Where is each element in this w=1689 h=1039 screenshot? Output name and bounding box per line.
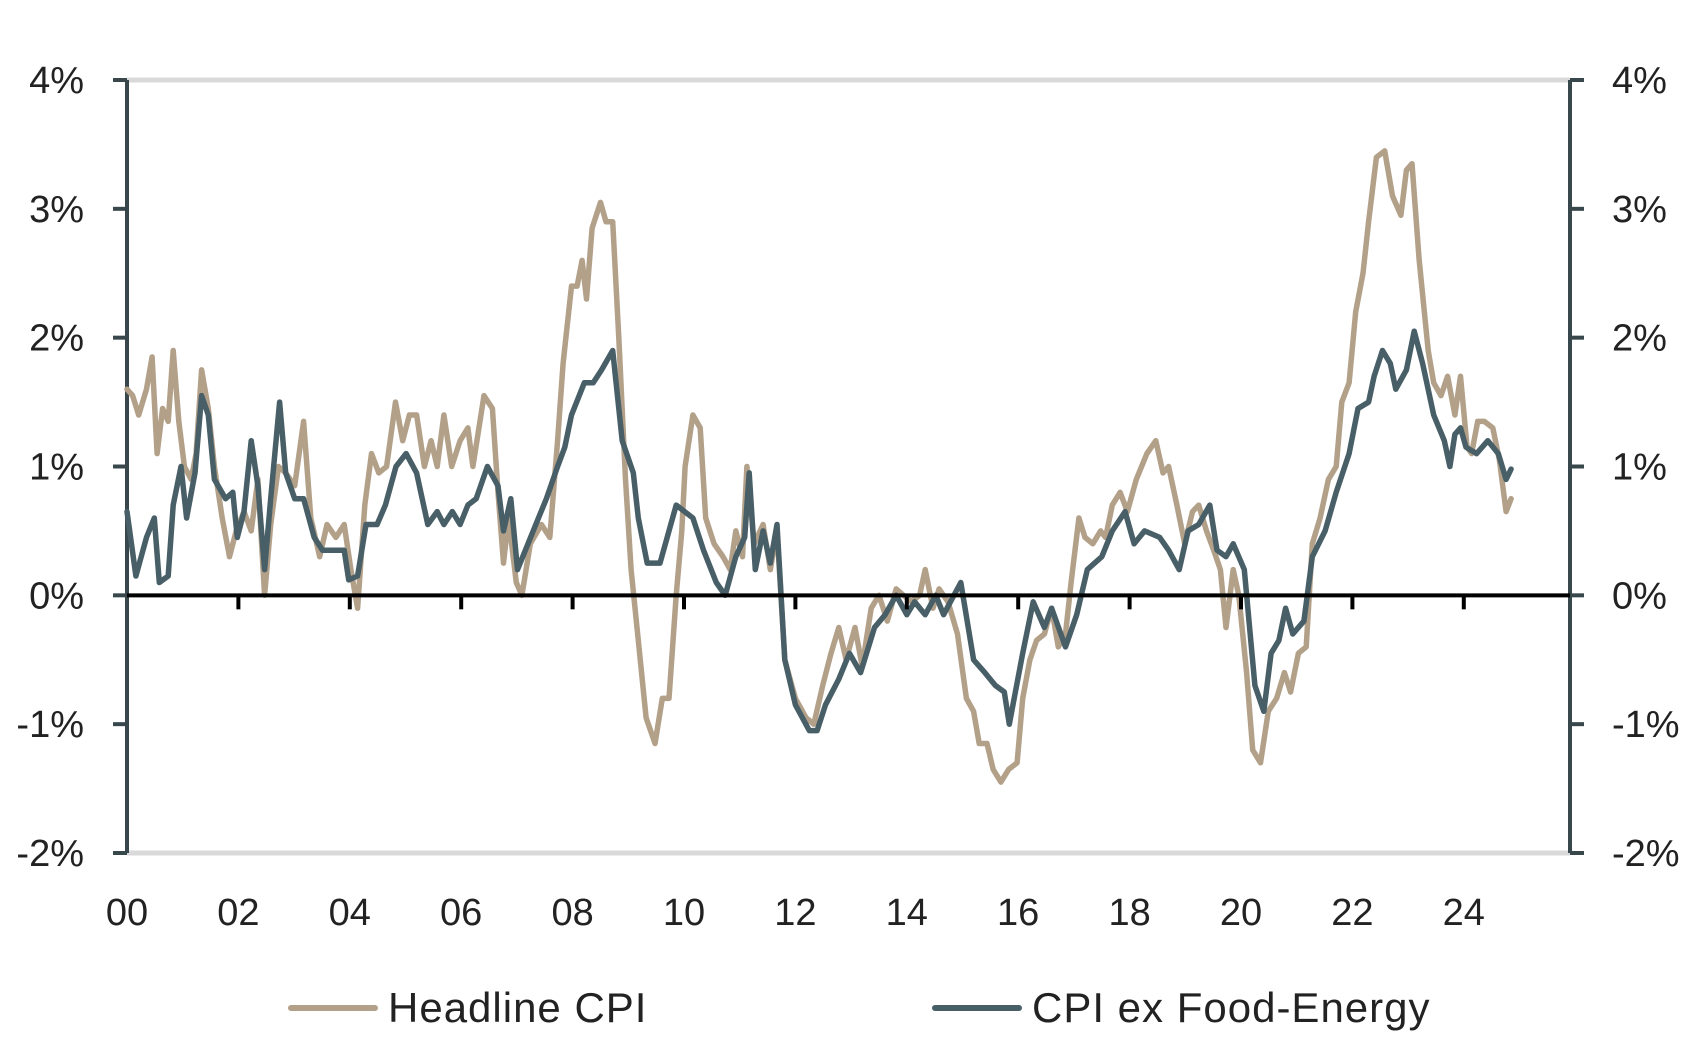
left-y-tick-label: -1% bbox=[16, 704, 84, 746]
right-y-tick-label: 4% bbox=[1612, 60, 1667, 102]
left-y-tick-label: 2% bbox=[29, 318, 84, 360]
x-tick-label: 20 bbox=[1220, 892, 1262, 934]
right-y-tick-label: -2% bbox=[1612, 833, 1680, 875]
x-tick-label: 12 bbox=[774, 892, 816, 934]
legend-swatch-core bbox=[932, 1005, 1022, 1011]
right-y-tick-label: 1% bbox=[1612, 447, 1667, 489]
x-tick-label: 06 bbox=[440, 892, 482, 934]
right-y-tick-label: 3% bbox=[1612, 189, 1667, 231]
x-tick-label: 10 bbox=[663, 892, 705, 934]
left-y-tick-label: -2% bbox=[16, 833, 84, 875]
x-tick-label: 04 bbox=[329, 892, 371, 934]
x-tick-label: 14 bbox=[886, 892, 928, 934]
x-tick-label: 08 bbox=[551, 892, 593, 934]
left-y-tick-label: 4% bbox=[29, 60, 84, 102]
x-tick-label: 22 bbox=[1331, 892, 1373, 934]
legend-item-core: CPI ex Food-Energy bbox=[932, 978, 1431, 1038]
x-tick-label: 18 bbox=[1108, 892, 1150, 934]
tick-labels: -2% -2% -1% -1% 0% 0% 1% 1% 2% 2% 3% 3% 4% 4% 00 02 04 06… bbox=[16, 60, 1679, 934]
series-line-core-cpi bbox=[124, 328, 1514, 734]
right-y-tick-label: 2% bbox=[1612, 318, 1667, 360]
series-lines bbox=[124, 148, 1514, 785]
legend-swatch-headline bbox=[288, 1005, 378, 1011]
series-line-headline-cpi bbox=[124, 148, 1514, 785]
x-tick-label: 24 bbox=[1443, 892, 1485, 934]
left-y-tick-label: 1% bbox=[29, 447, 84, 489]
x-tick-label: 16 bbox=[997, 892, 1039, 934]
legend-item-headline: Headline CPI bbox=[288, 978, 647, 1038]
legend-label-headline: Headline CPI bbox=[388, 984, 648, 1031]
legend: Headline CPI CPI ex Food-Energy bbox=[0, 978, 1689, 1038]
left-y-tick-label: 3% bbox=[29, 189, 84, 231]
axes bbox=[113, 77, 1584, 856]
right-y-tick-label: 0% bbox=[1612, 575, 1667, 617]
legend-label-core: CPI ex Food-Energy bbox=[1032, 984, 1431, 1031]
x-tick-label: 00 bbox=[106, 892, 148, 934]
right-y-tick-label: -1% bbox=[1612, 704, 1680, 746]
x-tick-label: 02 bbox=[217, 892, 259, 934]
zero-line-layer bbox=[127, 593, 1570, 610]
left-y-tick-label: 0% bbox=[29, 575, 84, 617]
